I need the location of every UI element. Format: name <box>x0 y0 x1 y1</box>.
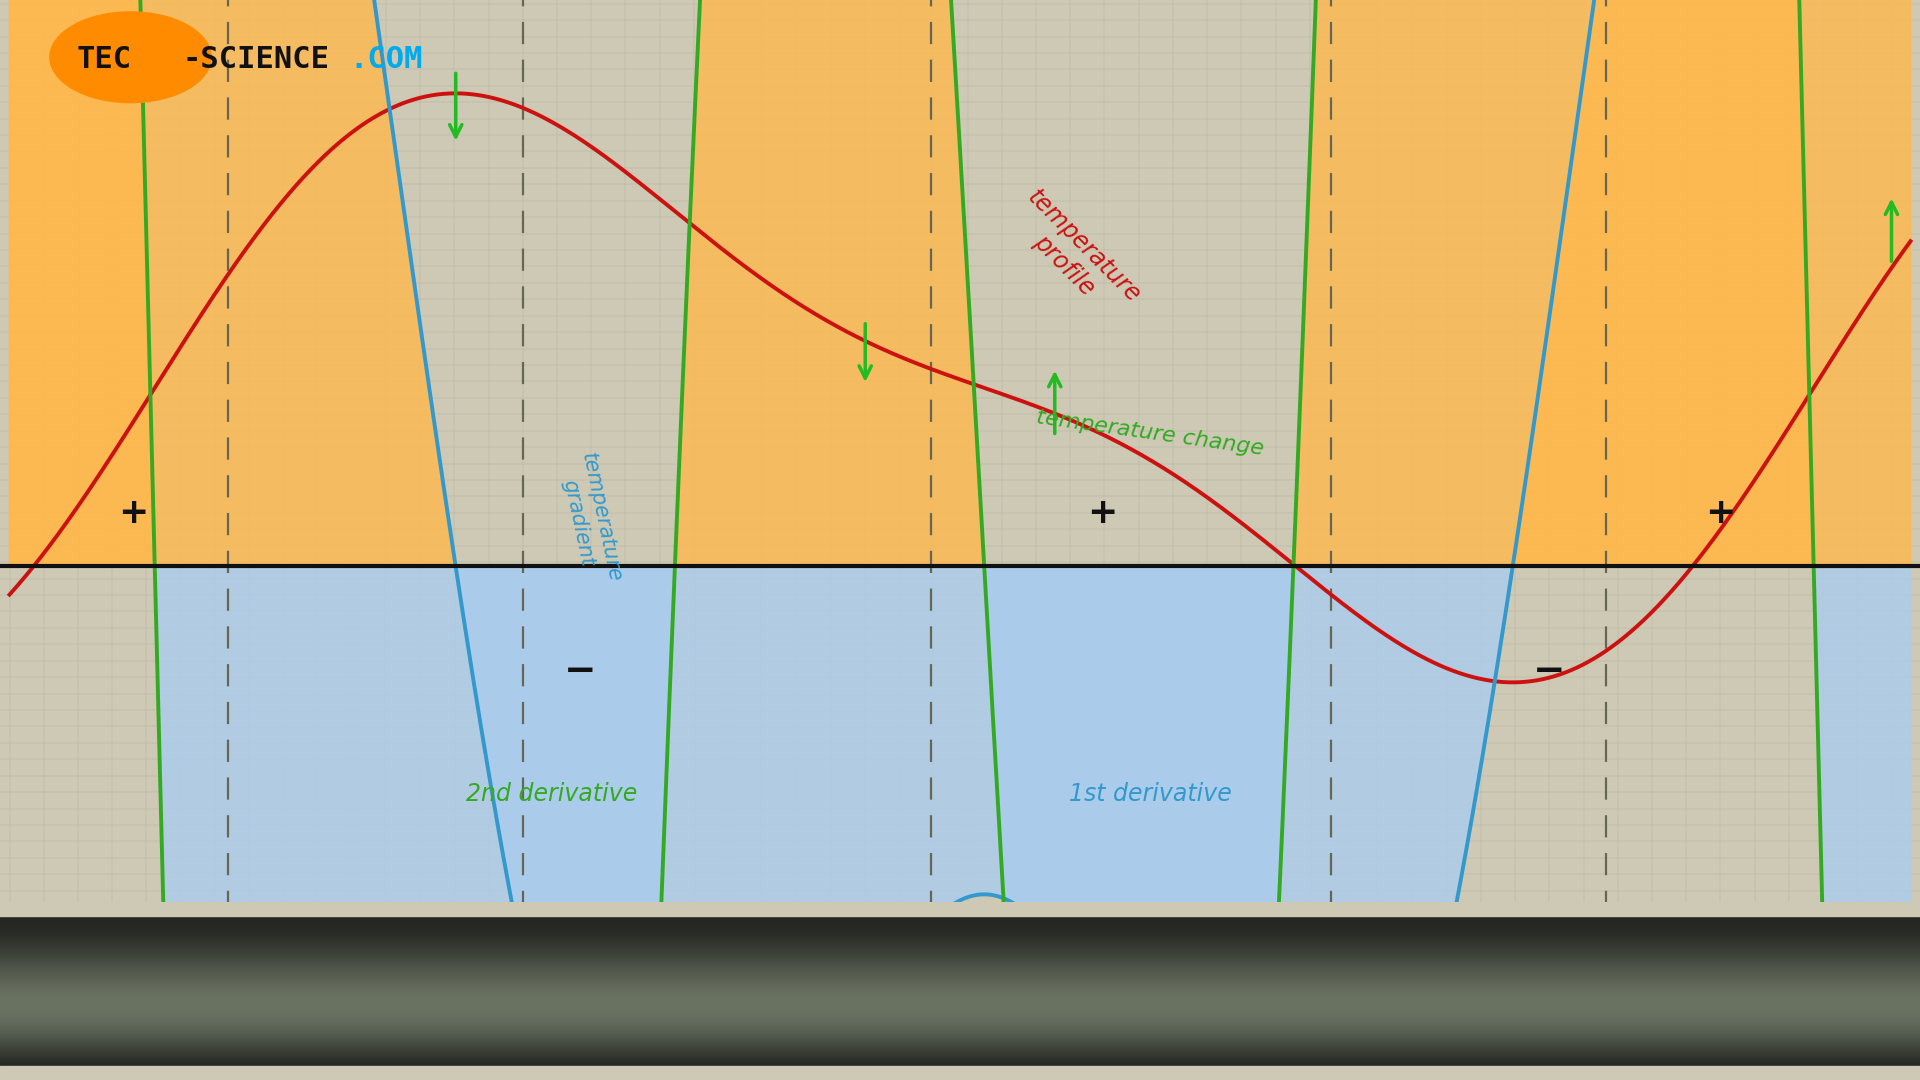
Text: temperature
gradient: temperature gradient <box>555 451 624 589</box>
Text: −: − <box>1532 651 1565 690</box>
Text: temperature change: temperature change <box>1035 407 1265 459</box>
Text: +: + <box>1087 496 1117 530</box>
Text: .COM: .COM <box>349 45 422 73</box>
Text: 2nd derivative: 2nd derivative <box>467 782 637 806</box>
Text: temperature
profile: temperature profile <box>1002 185 1144 326</box>
Text: +: + <box>117 496 148 530</box>
Text: -SCIENCE: -SCIENCE <box>182 45 330 73</box>
Text: 1st derivative: 1st derivative <box>1069 782 1231 806</box>
Text: +: + <box>1705 496 1736 530</box>
Text: −: − <box>563 651 595 690</box>
Text: TEC: TEC <box>77 45 132 73</box>
